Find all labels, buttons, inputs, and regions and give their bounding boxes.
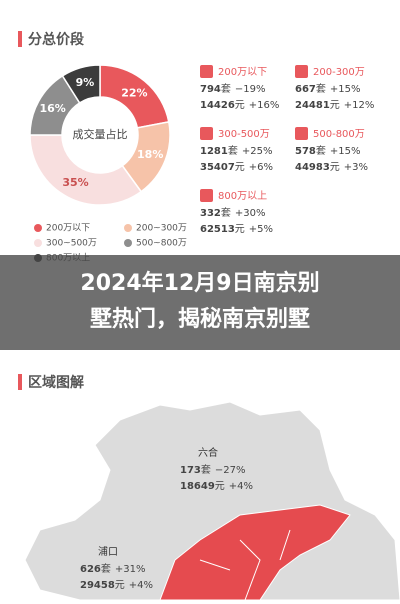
overlay-title: 墅热门，揭秘南京别墅 (90, 306, 310, 332)
stat-line: 44983元 +3% (295, 162, 368, 173)
pie-slice (61, 64, 101, 104)
count_change: −19% (235, 84, 266, 95)
price: 44983 (295, 162, 330, 173)
count_change: −27% (215, 465, 246, 476)
stat-line: 1281套 +25% (200, 144, 272, 157)
center-label: 成交量占比 (73, 127, 128, 141)
price_change: +12% (344, 100, 375, 111)
map-border (199, 529, 291, 601)
price: 29458 (80, 580, 115, 591)
map-highlight (159, 504, 351, 601)
stat-line: 332套 +30% (200, 206, 265, 219)
region-name: 浦口 (98, 545, 118, 558)
map (24, 401, 400, 601)
section-title: 分总价段 (28, 31, 84, 48)
count_unit: 套 (316, 82, 326, 95)
count: 173 (180, 465, 201, 476)
count_unit: 套 (201, 463, 211, 476)
stat-line: 29458元 +4% (80, 580, 153, 591)
region-name: 六合 (198, 446, 218, 459)
price_unit: 元 (235, 162, 245, 173)
segment-label: 200-300万 (313, 67, 365, 78)
stat-line: 14426元 +16% (200, 100, 279, 111)
price: 62513 (200, 224, 235, 235)
overlay-title: 2024年12月9日南京别 (80, 270, 319, 296)
price_unit: 元 (330, 100, 340, 111)
overlay (0, 255, 400, 350)
legend-label: 500~800万 (136, 239, 187, 249)
count: 626 (80, 564, 101, 575)
legend-swatch (124, 239, 132, 247)
count_change: +15% (330, 84, 361, 95)
stat-line: 18649元 +4% (180, 481, 253, 492)
price_change: +4% (129, 580, 153, 591)
segment-label: 500-800万 (313, 129, 365, 140)
segment-label: 800万以上 (218, 190, 267, 202)
legend-swatch (124, 224, 132, 232)
count_unit: 套 (228, 144, 238, 157)
count_unit: 套 (221, 206, 231, 219)
price_unit: 元 (235, 224, 245, 235)
stat-line: 35407元 +6% (200, 162, 273, 173)
price: 14426 (200, 100, 235, 111)
house-icon (295, 127, 308, 140)
price_unit: 元 (235, 100, 245, 111)
stat-line: 24481元 +12% (295, 100, 374, 111)
count_change: +30% (235, 208, 266, 219)
stat-line: 173套 −27% (180, 463, 245, 476)
stat-line: 667套 +15% (295, 82, 360, 95)
price_change: +6% (249, 162, 273, 173)
price: 35407 (200, 162, 235, 173)
legend-label: 200万以下 (46, 224, 90, 234)
price_unit: 元 (115, 580, 125, 591)
slice-label: 35% (62, 176, 88, 189)
price_unit: 元 (330, 162, 340, 173)
slice-label: 18% (137, 148, 163, 161)
price_change: +4% (229, 481, 253, 492)
slice-label: 22% (121, 86, 147, 99)
price_change: +3% (344, 162, 368, 173)
stat-line: 578套 +15% (295, 144, 360, 157)
price_change: +5% (249, 224, 273, 235)
count: 794 (200, 84, 221, 95)
count: 332 (200, 208, 221, 219)
section-title: 区域图解 (28, 374, 84, 391)
stat-line: 794套 −19% (200, 82, 265, 95)
legend-swatch (34, 224, 42, 232)
slice-label: 16% (40, 102, 66, 115)
house-icon (200, 65, 213, 78)
count: 578 (295, 146, 316, 157)
stat-line: 62513元 +5% (200, 224, 273, 235)
count_unit: 套 (101, 562, 111, 575)
legend-swatch (34, 239, 42, 247)
house-icon (200, 189, 213, 202)
count_unit: 套 (316, 144, 326, 157)
segment-label: 200万以下 (218, 67, 267, 78)
segment-label: 300-500万 (218, 129, 270, 140)
section-bar (18, 31, 22, 47)
stat-line: 626套 +31% (80, 562, 145, 575)
price: 24481 (295, 100, 330, 111)
legend-label: 300~500万 (46, 239, 97, 249)
count_change: +15% (330, 146, 361, 157)
count_change: +25% (242, 146, 273, 157)
count_change: +31% (115, 564, 146, 575)
price_unit: 元 (215, 481, 225, 492)
price: 18649 (180, 481, 215, 492)
legend-label: 200~300万 (136, 224, 187, 234)
count: 667 (295, 84, 316, 95)
house-icon (200, 127, 213, 140)
count: 1281 (200, 146, 228, 157)
price_change: +16% (249, 100, 280, 111)
section-bar (18, 374, 22, 390)
count_unit: 套 (221, 82, 231, 95)
pie-slice (29, 134, 143, 206)
house-icon (295, 65, 308, 78)
slice-label: 9% (76, 76, 95, 89)
